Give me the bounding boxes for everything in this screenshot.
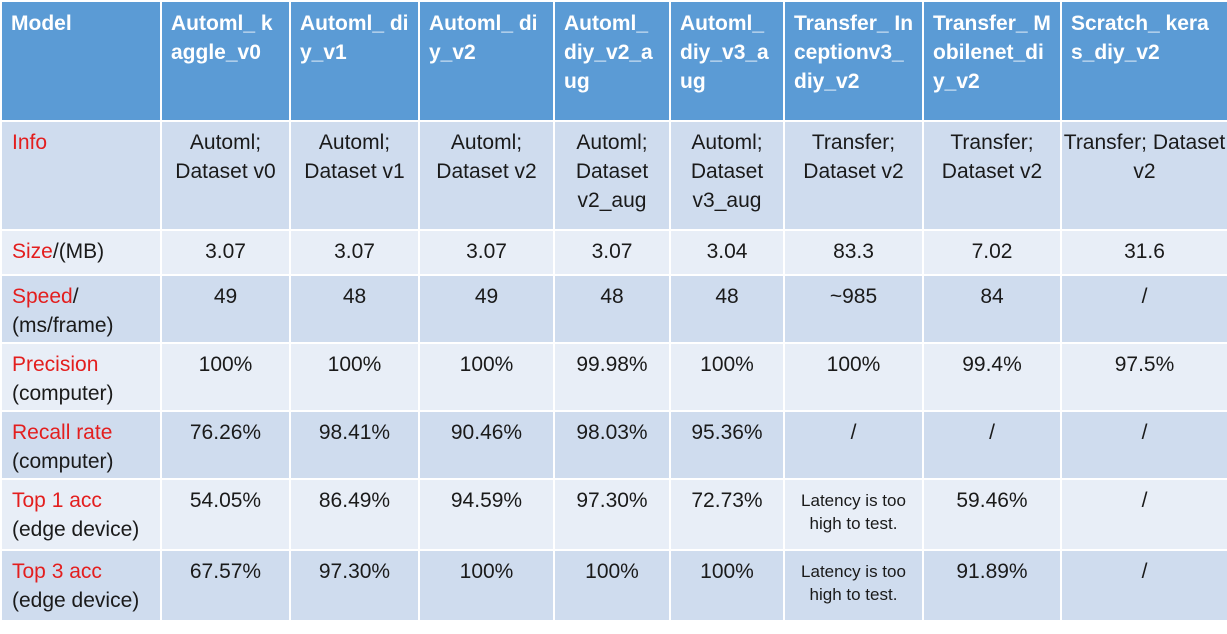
table-cell: 100%: [160, 342, 291, 412]
header-automl-diy-v1: Automl_ diy_v1: [289, 0, 420, 122]
table-cell: 67.57%: [160, 549, 291, 622]
label-black: / (ms/frame): [12, 285, 114, 337]
label-black: (computer): [12, 450, 114, 473]
label-red: Info: [12, 131, 48, 154]
table-cell: /: [1060, 549, 1227, 622]
row-precision: Precision (computer) 100% 100% 100% 99.98…: [0, 342, 1227, 412]
label-black: (computer): [12, 382, 114, 405]
label-red: Recall rate: [12, 421, 113, 444]
table-cell: /: [922, 410, 1062, 480]
table-cell: /: [1060, 410, 1227, 480]
table-cell: 94.59%: [418, 478, 555, 551]
header-automl-diy-v3-aug: Automl_ diy_v3_aug: [669, 0, 785, 122]
label-red: Top 1 acc: [12, 489, 102, 512]
table-cell: 100%: [289, 342, 420, 412]
table-cell: Latency is too high to test.: [783, 478, 924, 551]
table-cell: 95.36%: [669, 410, 785, 480]
table-cell: 48: [289, 274, 420, 344]
table-cell: Automl; Dataset v0: [160, 120, 291, 231]
label-red: Top 3 acc: [12, 560, 102, 583]
table-cell: 49: [160, 274, 291, 344]
table-cell: 72.73%: [669, 478, 785, 551]
table-cell: 3.07: [418, 229, 555, 276]
row-label: Precision (computer): [0, 342, 162, 412]
table-cell: 49: [418, 274, 555, 344]
header-scratch-keras: Scratch_ keras_diy_v2: [1060, 0, 1227, 122]
header-transfer-mobilenet: Transfer_ Mobilenet_diy_v2: [922, 0, 1062, 122]
table-cell: 3.07: [553, 229, 671, 276]
table-cell: 48: [553, 274, 671, 344]
header-automl-kaggle-v0: Automl_ kaggle_v0: [160, 0, 291, 122]
label-red: Size: [12, 240, 53, 263]
table-cell: Automl; Dataset v3_aug: [669, 120, 785, 231]
row-label: Top 3 acc (edge device): [0, 549, 162, 622]
table-cell: 3.04: [669, 229, 785, 276]
header-transfer-inceptionv3: Transfer_ Inceptionv3_diy_v2: [783, 0, 924, 122]
header-row: Model Automl_ kaggle_v0 Automl_ diy_v1 A…: [0, 0, 1227, 122]
table-cell: 100%: [783, 342, 924, 412]
table-cell: 97.5%: [1060, 342, 1227, 412]
label-black: /(MB): [52, 240, 105, 263]
label-black: (edge device): [12, 589, 140, 612]
header-automl-diy-v2: Automl_ diy_v2: [418, 0, 555, 122]
table-cell: 76.26%: [160, 410, 291, 480]
table-cell: 7.02: [922, 229, 1062, 276]
row-recall: Recall rate (computer) 76.26% 98.41% 90.4…: [0, 410, 1227, 480]
table-cell: 99.4%: [922, 342, 1062, 412]
table-cell: 91.89%: [922, 549, 1062, 622]
table-cell: 100%: [669, 549, 785, 622]
table-cell: 3.07: [160, 229, 291, 276]
row-label: Size/(MB): [0, 229, 162, 276]
table-cell: Transfer; Dataset v2: [922, 120, 1062, 231]
row-label: Speed/ (ms/frame): [0, 274, 162, 344]
table-cell: 97.30%: [289, 549, 420, 622]
header-model: Model: [0, 0, 162, 122]
table-cell: Automl; Dataset v2_aug: [553, 120, 671, 231]
table-cell: Latency is too high to test.: [783, 549, 924, 622]
table-cell: 59.46%: [922, 478, 1062, 551]
table-cell: 97.30%: [553, 478, 671, 551]
row-top3: Top 3 acc (edge device) 67.57% 97.30% 100…: [0, 549, 1227, 622]
table-cell: 54.05%: [160, 478, 291, 551]
table-cell: Automl; Dataset v1: [289, 120, 420, 231]
table-cell: Transfer; Dataset v2: [783, 120, 924, 231]
row-top1: Top 1 acc (edge device) 54.05% 86.49% 94.…: [0, 478, 1227, 551]
table-cell: 83.3: [783, 229, 924, 276]
table-cell: 100%: [669, 342, 785, 412]
table-cell: 3.07: [289, 229, 420, 276]
row-size: Size/(MB) 3.07 3.07 3.07 3.07 3.04 83.3 …: [0, 229, 1227, 276]
table-cell: 86.49%: [289, 478, 420, 551]
table-cell: Automl; Dataset v2: [418, 120, 555, 231]
table-cell: 98.03%: [553, 410, 671, 480]
row-speed: Speed/ (ms/frame) 49 48 49 48 48 ~985 84…: [0, 274, 1227, 344]
table-cell: ~985: [783, 274, 924, 344]
row-label: Info: [0, 120, 162, 231]
table-cell: 99.98%: [553, 342, 671, 412]
table-cell: 48: [669, 274, 785, 344]
row-label: Recall rate (computer): [0, 410, 162, 480]
label-red: Speed: [12, 285, 73, 308]
table-cell: /: [1060, 478, 1227, 551]
table-cell: 31.6: [1060, 229, 1227, 276]
row-label: Top 1 acc (edge device): [0, 478, 162, 551]
table-cell: 98.41%: [289, 410, 420, 480]
table-cell: 100%: [418, 549, 555, 622]
table-cell: 84: [922, 274, 1062, 344]
label-black: (edge device): [12, 518, 140, 541]
table-cell: 100%: [418, 342, 555, 412]
table-cell: /: [783, 410, 924, 480]
table-cell: 100%: [553, 549, 671, 622]
header-automl-diy-v2-aug: Automl_ diy_v2_aug: [553, 0, 671, 122]
table-cell: 90.46%: [418, 410, 555, 480]
row-info: Info Automl; Dataset v0 Automl; Dataset …: [0, 120, 1227, 231]
table-cell: Transfer; Dataset v2: [1060, 120, 1227, 231]
label-red: Precision: [12, 353, 99, 376]
table-cell: /: [1060, 274, 1227, 344]
